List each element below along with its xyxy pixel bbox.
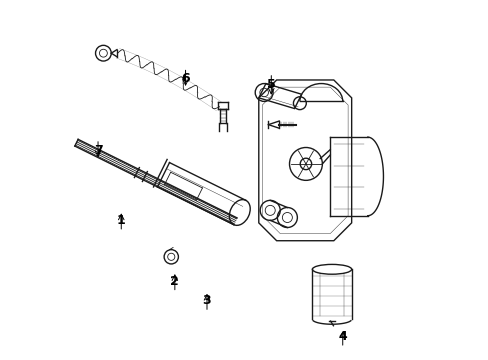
Text: 3: 3 bbox=[202, 294, 211, 307]
Text: 2: 2 bbox=[170, 275, 179, 288]
Text: 4: 4 bbox=[338, 330, 346, 343]
Text: 1: 1 bbox=[117, 214, 125, 227]
Text: 7: 7 bbox=[94, 144, 102, 157]
Text: 5: 5 bbox=[266, 78, 275, 91]
Text: 6: 6 bbox=[181, 72, 189, 85]
